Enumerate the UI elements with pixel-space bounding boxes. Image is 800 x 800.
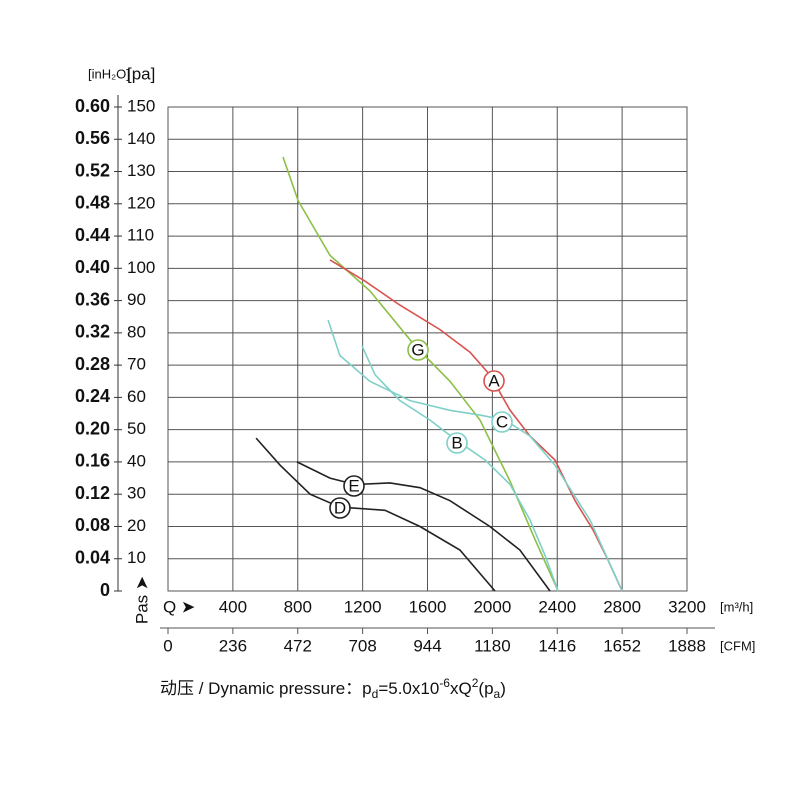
y-tick-label: 30 (127, 484, 146, 503)
legend-label: G (411, 340, 424, 359)
formula-part: -6 (439, 676, 450, 690)
y-tick-label: 130 (127, 161, 155, 180)
y2-tick-label: 0.56 (75, 128, 110, 148)
x-tick-label: 2000 (473, 597, 511, 616)
curve (255, 437, 496, 592)
x2-tick-label: 1652 (603, 636, 641, 655)
y2-tick-label: 0.44 (75, 225, 110, 245)
curve (327, 319, 623, 592)
y-tick-label: 90 (127, 290, 146, 309)
formula-part: 动压 / Dynamic pressure： (160, 679, 362, 698)
legend-label: C (496, 412, 508, 431)
y-tick-label: 100 (127, 258, 155, 277)
curve-label-circle (483, 370, 505, 392)
formula-part: 2 (472, 676, 479, 690)
formula-part: a (494, 687, 501, 701)
y-tick-label: 60 (127, 387, 146, 406)
y2-tick-label: 0.12 (75, 483, 110, 503)
curve-label-circle (343, 475, 365, 497)
formula-part: ) (500, 679, 506, 698)
y2-tick-label: 0 (100, 580, 110, 600)
x-tick-label: 2800 (603, 597, 641, 616)
x2-tick-label: 708 (348, 636, 376, 655)
legend-label: A (488, 371, 500, 390)
formula-part: d (372, 687, 379, 701)
y2-tick-label: 0.52 (75, 160, 110, 180)
y-tick-label: 80 (127, 322, 146, 341)
formula-part: xQ (450, 679, 472, 698)
x2-unit: [CFM] (720, 638, 755, 653)
x-tick-label: 2400 (538, 597, 576, 616)
y-label: Pas ➤ (132, 576, 151, 624)
y2-tick-label: 0.36 (75, 289, 110, 309)
y2-tick-label: 0.60 (75, 96, 110, 116)
legend-label: B (451, 433, 462, 452)
y2-tick-label: 0.16 (75, 451, 110, 471)
curve (282, 156, 559, 592)
x2-tick-label: 0 (163, 636, 172, 655)
formula-part: =5.0x10 (378, 679, 439, 698)
curve-label-circle (446, 432, 468, 454)
x2-tick-label: 944 (413, 636, 441, 655)
x2-tick-label: 236 (219, 636, 247, 655)
formula: 动压 / Dynamic pressure：pd​=5.0x10-6​xQ2​(… (160, 676, 506, 701)
y2-tick-label: 0.28 (75, 354, 110, 374)
curve (361, 345, 559, 592)
x2-tick-label: 1888 (668, 636, 706, 655)
y-tick-label: 150 (127, 96, 155, 115)
curve-label-circle (329, 497, 351, 519)
legend-label: D (334, 498, 346, 517)
formula-part: p (362, 679, 371, 698)
formula-part: (p (478, 679, 493, 698)
x-unit: [m³/h] (720, 599, 753, 614)
x-tick-label: 3200 (668, 597, 706, 616)
x-tick-label: 800 (284, 597, 312, 616)
x-label: Q ➤ (163, 597, 195, 616)
curve (329, 259, 623, 592)
y2-tick-label: 0.20 (75, 418, 110, 438)
y-tick-label: 140 (127, 129, 155, 148)
y-unit: [pa] (127, 64, 155, 83)
x-tick-label: 400 (219, 597, 247, 616)
x-tick-label: 1200 (344, 597, 382, 616)
y-tick-label: 10 (127, 548, 146, 567)
x-tick-label: 1600 (409, 597, 447, 616)
y2-tick-label: 0.40 (75, 257, 110, 277)
y-tick-label: 20 (127, 516, 146, 535)
x2-tick-label: 1180 (474, 636, 511, 655)
y-tick-label: 110 (127, 226, 154, 245)
legend-label: E (348, 476, 359, 495)
y-tick-label: 120 (127, 193, 155, 212)
y2-tick-label: 0.24 (75, 386, 110, 406)
x2-tick-label: 472 (284, 636, 312, 655)
curve-label-circle (407, 339, 429, 361)
x2-tick-label: 1416 (538, 636, 576, 655)
y-tick-label: 40 (127, 451, 146, 470)
y2-tick-label: 0.32 (75, 322, 110, 342)
curve-label-circle (491, 411, 513, 433)
y2-unit: [inH₂O] (88, 66, 130, 81)
y2-tick-label: 0.08 (75, 515, 110, 535)
y2-tick-label: 0.04 (75, 547, 110, 567)
curve (296, 461, 551, 592)
y-tick-label: 50 (127, 419, 146, 438)
y2-tick-label: 0.48 (75, 193, 110, 213)
y-tick-label: 70 (127, 355, 146, 374)
